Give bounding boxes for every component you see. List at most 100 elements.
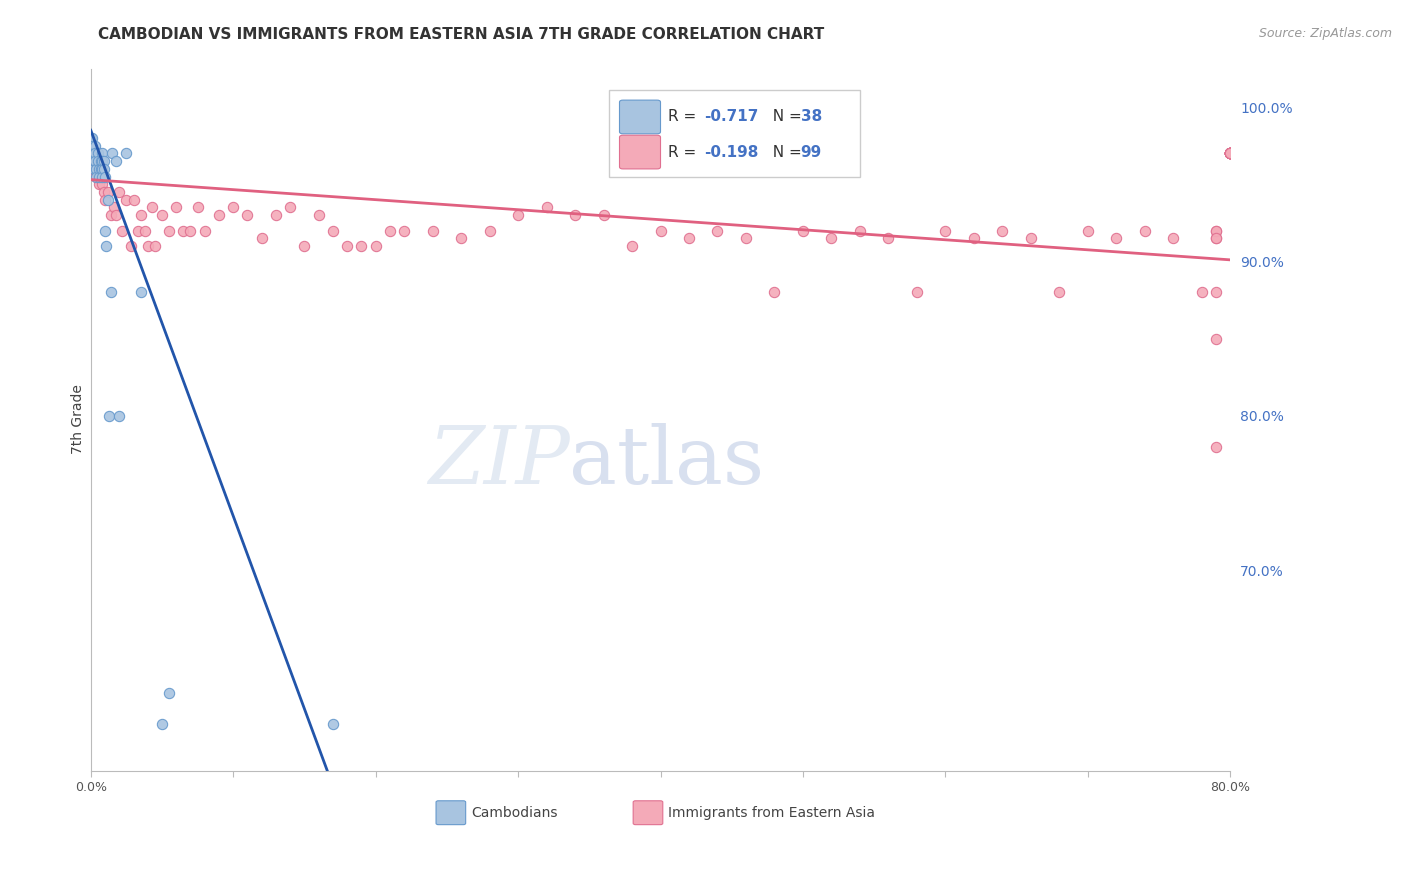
Point: [150, 717, 173, 731]
Point: [350, 239, 373, 253]
Point: [105, 208, 128, 222]
Point: [122, 193, 145, 207]
Point: [506, 208, 529, 222]
Point: [1219, 146, 1241, 161]
Point: [1205, 223, 1227, 237]
Text: Cambodians: Cambodians: [471, 805, 558, 820]
Text: Immigrants from Eastern Asia: Immigrants from Eastern Asia: [668, 805, 876, 820]
Point: [97, 185, 120, 199]
Point: [120, 239, 142, 253]
Point: [450, 231, 472, 245]
Point: [86, 161, 108, 176]
Point: [94, 169, 117, 184]
Point: [763, 285, 786, 300]
Point: [194, 223, 217, 237]
Point: [1019, 231, 1042, 245]
Point: [111, 223, 134, 237]
Point: [93, 154, 115, 169]
Point: [82, 138, 104, 153]
Point: [93, 185, 115, 199]
Point: [82, 131, 104, 145]
Point: [422, 223, 444, 237]
Text: -0.198: -0.198: [704, 145, 758, 160]
Point: [90, 169, 112, 184]
Point: [84, 138, 107, 153]
Text: ZIP: ZIP: [427, 423, 569, 500]
Point: [91, 154, 114, 169]
Point: [96, 239, 118, 253]
Point: [1219, 146, 1241, 161]
Point: [94, 223, 117, 237]
Point: [236, 208, 259, 222]
Point: [1219, 146, 1241, 161]
Point: [157, 686, 180, 700]
Point: [849, 223, 872, 237]
Point: [1105, 231, 1128, 245]
Text: N =: N =: [763, 110, 807, 125]
Point: [108, 185, 131, 199]
Point: [115, 193, 138, 207]
Point: [101, 146, 124, 161]
Point: [94, 193, 117, 207]
FancyBboxPatch shape: [436, 801, 465, 824]
Point: [97, 193, 120, 207]
Point: [129, 285, 152, 300]
Point: [91, 169, 114, 184]
Point: [91, 178, 114, 192]
Point: [222, 201, 245, 215]
Text: R =: R =: [668, 110, 702, 125]
Y-axis label: 7th Grade: 7th Grade: [72, 384, 86, 455]
Point: [91, 161, 114, 176]
Point: [1219, 146, 1241, 161]
Point: [87, 146, 110, 161]
Point: [83, 161, 105, 176]
Point: [1219, 146, 1241, 161]
Point: [1219, 146, 1241, 161]
Point: [392, 223, 415, 237]
Point: [187, 201, 209, 215]
Point: [336, 239, 359, 253]
Point: [678, 231, 700, 245]
Point: [84, 154, 107, 169]
Point: [165, 201, 187, 215]
Point: [991, 223, 1014, 237]
Point: [1219, 146, 1241, 161]
Point: [820, 231, 842, 245]
Point: [1219, 146, 1241, 161]
Point: [294, 239, 316, 253]
Point: [735, 231, 758, 245]
Point: [706, 223, 728, 237]
Point: [83, 161, 105, 176]
Point: [1205, 223, 1227, 237]
Point: [1077, 223, 1099, 237]
Point: [87, 169, 110, 184]
Point: [536, 201, 558, 215]
Point: [1219, 146, 1241, 161]
Point: [963, 231, 986, 245]
Point: [84, 146, 107, 161]
FancyBboxPatch shape: [620, 136, 661, 169]
Point: [115, 146, 138, 161]
Point: [478, 223, 501, 237]
Point: [134, 223, 156, 237]
Point: [364, 239, 387, 253]
Point: [792, 223, 814, 237]
FancyBboxPatch shape: [633, 801, 662, 824]
Point: [98, 409, 121, 423]
Point: [157, 223, 180, 237]
Point: [1161, 231, 1184, 245]
Point: [592, 208, 614, 222]
Point: [86, 169, 108, 184]
Point: [208, 208, 231, 222]
Point: [1219, 146, 1241, 161]
Point: [100, 285, 122, 300]
Text: -0.717: -0.717: [704, 110, 758, 125]
Point: [1047, 285, 1070, 300]
Point: [905, 285, 928, 300]
Point: [378, 223, 401, 237]
Point: [1219, 146, 1241, 161]
Text: 38: 38: [800, 110, 823, 125]
Point: [129, 208, 152, 222]
Point: [621, 239, 644, 253]
Point: [1133, 223, 1156, 237]
